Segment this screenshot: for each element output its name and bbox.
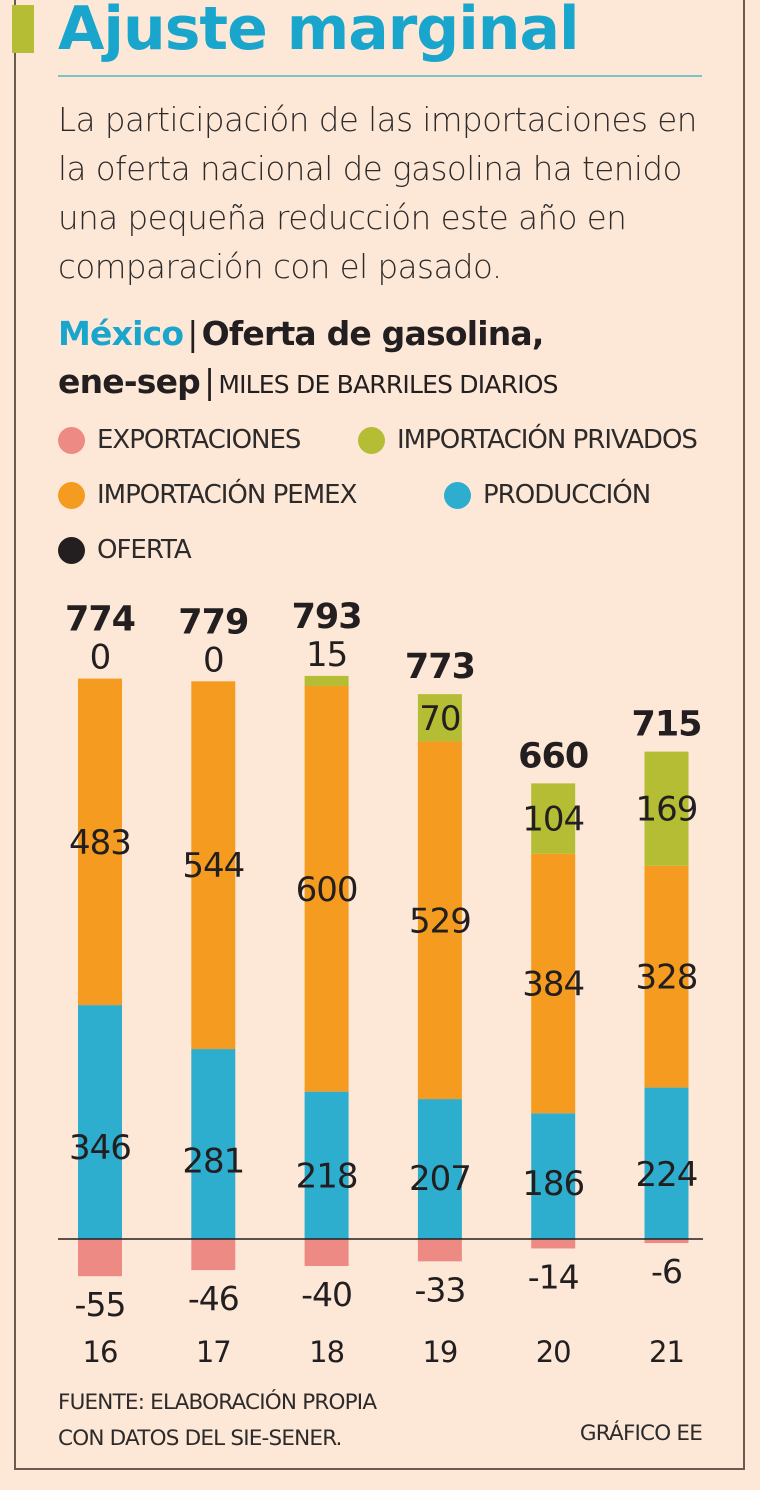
- data-label-importacion-pemex: 328: [636, 958, 698, 998]
- x-tick-label: 18: [309, 1335, 344, 1369]
- legend-swatch-icon: [58, 536, 85, 564]
- bar-segment-importaci-n-pemex: [191, 681, 236, 1050]
- legend-label: IMPORTACIÓN PRIVADOS: [397, 425, 698, 455]
- data-label-exportaciones: -33: [414, 1270, 465, 1309]
- headline: Ajuste marginal: [58, 0, 580, 64]
- x-tick-label: 20: [536, 1335, 571, 1369]
- bar-segment-importaci-n-privados: [531, 783, 576, 854]
- chart-period: ene-sep: [58, 362, 201, 401]
- data-label-produccion: 186: [522, 1164, 584, 1204]
- source-note: FUENTE: ELABORACIÓN PROPIA CON DATOS DEL…: [58, 1385, 703, 1457]
- data-label-importacion-privados: 169: [636, 790, 698, 830]
- data-label-importacion-privados: 70: [419, 699, 460, 739]
- legend-label: EXPORTACIONES: [97, 425, 301, 455]
- legend-item-importacion-privados: IMPORTACIÓN PRIVADOS: [358, 425, 698, 455]
- bar-segment-importaci-n-pemex: [531, 853, 576, 1114]
- headline-rule: [58, 75, 702, 77]
- data-label-importacion-privados: 0: [90, 638, 111, 678]
- bar-segment-exportaciones: [191, 1239, 236, 1271]
- bar-segment-importaci-n-pemex: [78, 678, 122, 1006]
- bar-segment-exportaciones: [78, 1239, 122, 1277]
- data-label-importacion-pemex: 600: [296, 870, 358, 910]
- bar-segment-producci-n: [644, 1087, 689, 1239]
- data-label-importacion-pemex: 483: [69, 823, 131, 863]
- x-tick-label: 16: [83, 1335, 118, 1369]
- source-line-2: CON DATOS DEL SIE-SENER.: [58, 1426, 342, 1451]
- data-label-importacion-pemex: 384: [522, 964, 584, 1004]
- data-label-importacion-privados: 15: [306, 635, 347, 675]
- x-tick-label: 19: [422, 1335, 457, 1369]
- legend-label: IMPORTACIÓN PEMEX: [97, 480, 357, 510]
- accent-bar: [12, 5, 34, 53]
- data-label-exportaciones: -46: [188, 1279, 239, 1318]
- data-label-exportaciones: -40: [301, 1275, 352, 1314]
- data-label-exportaciones: -6: [651, 1252, 682, 1291]
- bar-segment-producci-n: [531, 1113, 576, 1239]
- total-label-oferta: 715: [631, 705, 701, 745]
- data-label-importacion-pemex: 544: [182, 846, 244, 886]
- total-label-oferta: 660: [518, 736, 588, 776]
- bar-segment-producci-n: [78, 1005, 122, 1239]
- bar-segment-importaci-n-privados: [304, 675, 349, 687]
- title-separator: |: [187, 314, 198, 353]
- total-label-oferta: 773: [405, 647, 475, 687]
- data-label-produccion: 281: [182, 1142, 244, 1182]
- bar-segment-importaci-n-privados: [417, 694, 462, 742]
- bar-segment-producci-n: [191, 1049, 236, 1239]
- chart-title-main: Oferta de gasolina,: [201, 314, 545, 353]
- legend-label: OFERTA: [97, 535, 192, 565]
- source-line-1: FUENTE: ELABORACIÓN PROPIA: [58, 1390, 377, 1415]
- chart-title: México | Oferta de gasolina, ene-sep | MILES…: [58, 310, 738, 409]
- legend-item-importacion-pemex: IMPORTACIÓN PEMEX: [58, 480, 357, 510]
- total-label-oferta: 779: [178, 602, 248, 642]
- bar-segment-importaci-n-pemex: [644, 865, 689, 1088]
- bar-segment-producci-n: [304, 1091, 349, 1239]
- legend-label: PRODUCCIÓN: [483, 480, 651, 510]
- dek-text: La participación de las importaciones en…: [58, 101, 697, 286]
- bar-segment-producci-n: [417, 1099, 462, 1239]
- legend-swatch-icon: [444, 481, 471, 509]
- x-tick-label: 17: [196, 1335, 231, 1369]
- legend-item-produccion: PRODUCCIÓN: [444, 480, 651, 510]
- bar-segment-importaci-n-pemex: [417, 741, 462, 1100]
- legend-swatch-icon: [58, 481, 85, 509]
- legend-swatch-icon: [358, 426, 385, 454]
- graphic-credit: GRÁFICO EE: [579, 1421, 703, 1446]
- data-label-produccion: 346: [69, 1128, 131, 1168]
- bar-segment-importaci-n-privados: [644, 751, 689, 866]
- data-label-produccion: 218: [296, 1156, 358, 1196]
- legend-item-oferta: OFERTA: [58, 535, 192, 565]
- total-label-oferta: 774: [65, 600, 135, 640]
- bar-segment-exportaciones: [644, 1239, 689, 1244]
- data-label-importacion-privados: 0: [203, 640, 224, 680]
- legend-swatch-icon: [58, 426, 85, 454]
- bar-segment-exportaciones: [417, 1239, 462, 1262]
- chart-country: México: [58, 314, 184, 353]
- bar-segment-exportaciones: [304, 1239, 349, 1267]
- bar-segment-exportaciones: [531, 1239, 576, 1249]
- data-label-importacion-pemex: 529: [409, 901, 471, 941]
- bar-segment-importaci-n-pemex: [304, 686, 349, 1092]
- x-tick-label: 21: [649, 1335, 684, 1369]
- legend-item-exportaciones: EXPORTACIONES: [58, 425, 301, 455]
- data-label-exportaciones: -55: [75, 1285, 126, 1324]
- data-label-produccion: 224: [636, 1155, 698, 1195]
- units-separator: |: [204, 362, 215, 401]
- chart-units: MILES DE BARRILES DIARIOS: [218, 370, 558, 399]
- infographic-frame: [14, 0, 745, 1470]
- total-label-oferta: 793: [292, 597, 362, 637]
- data-label-produccion: 207: [409, 1159, 471, 1199]
- data-label-exportaciones: -14: [528, 1257, 579, 1296]
- data-label-importacion-privados: 104: [522, 800, 584, 840]
